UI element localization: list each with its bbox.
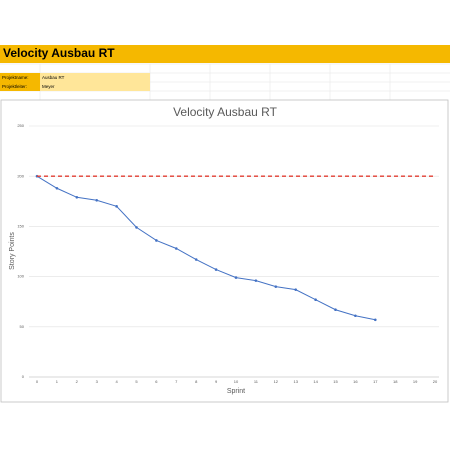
- y-tick-label: 250: [17, 123, 24, 128]
- point: [135, 226, 138, 229]
- x-tick-label: 1: [56, 379, 59, 384]
- x-tick-label: 10: [234, 379, 239, 384]
- info-label: Projektleiter:: [2, 84, 27, 89]
- chart-title: Velocity Ausbau RT: [173, 105, 278, 119]
- x-tick-label: 16: [353, 379, 358, 384]
- point: [55, 186, 59, 190]
- sheet-title: Velocity Ausbau RT: [3, 46, 115, 60]
- x-tick-label: 7: [175, 379, 178, 384]
- x-tick-label: 2: [76, 379, 79, 384]
- x-tick-label: 11: [254, 379, 259, 384]
- value-cells: [40, 73, 150, 91]
- point: [95, 198, 98, 202]
- point: [334, 308, 337, 312]
- title-bar: [0, 45, 450, 63]
- x-tick-label: 4: [115, 379, 118, 384]
- chart-frame: [0, 99, 449, 403]
- point: [234, 276, 238, 279]
- x-tick-label: 17: [373, 379, 378, 384]
- point: [374, 318, 377, 322]
- x-axis-label: Sprint: [227, 388, 245, 395]
- series-line: [36, 175, 376, 321]
- point: [75, 195, 79, 199]
- x-tick-label: 12: [274, 379, 279, 384]
- x-tick-label: 18: [393, 379, 398, 384]
- point: [314, 298, 317, 301]
- x-tick-label: 15: [333, 379, 338, 384]
- point: [155, 239, 158, 242]
- y-axis-label: Story Points: [9, 232, 16, 270]
- point: [274, 285, 278, 288]
- point: [115, 205, 118, 208]
- x-tick-label: 6: [155, 379, 158, 384]
- point: [175, 247, 178, 250]
- x-tick-label: 3: [96, 379, 99, 384]
- x-tick-label: 8: [195, 379, 198, 384]
- point: [354, 314, 357, 318]
- point: [294, 288, 298, 291]
- y-tick-label: 0: [22, 374, 25, 379]
- y-tick-label: 150: [17, 223, 24, 228]
- point: [214, 268, 218, 271]
- x-tick-label: 20: [433, 379, 438, 384]
- y-tick-label: 50: [20, 324, 25, 329]
- point: [194, 258, 198, 261]
- x-tick-label: 14: [313, 379, 318, 384]
- y-tick-label: 100: [17, 274, 24, 279]
- label-cells: [0, 73, 40, 91]
- x-tick-label: 0: [36, 379, 39, 384]
- point: [254, 279, 258, 282]
- y-tick-label: 200: [17, 173, 24, 178]
- info-value: Meyer: [42, 84, 55, 89]
- info-label: Projektname:: [2, 75, 29, 80]
- x-tick-label: 19: [413, 379, 418, 384]
- x-tick-label: 5: [135, 379, 138, 384]
- x-tick-label: 9: [215, 379, 218, 384]
- info-value: Ausbau RT: [42, 75, 65, 80]
- x-tick-label: 13: [293, 379, 298, 384]
